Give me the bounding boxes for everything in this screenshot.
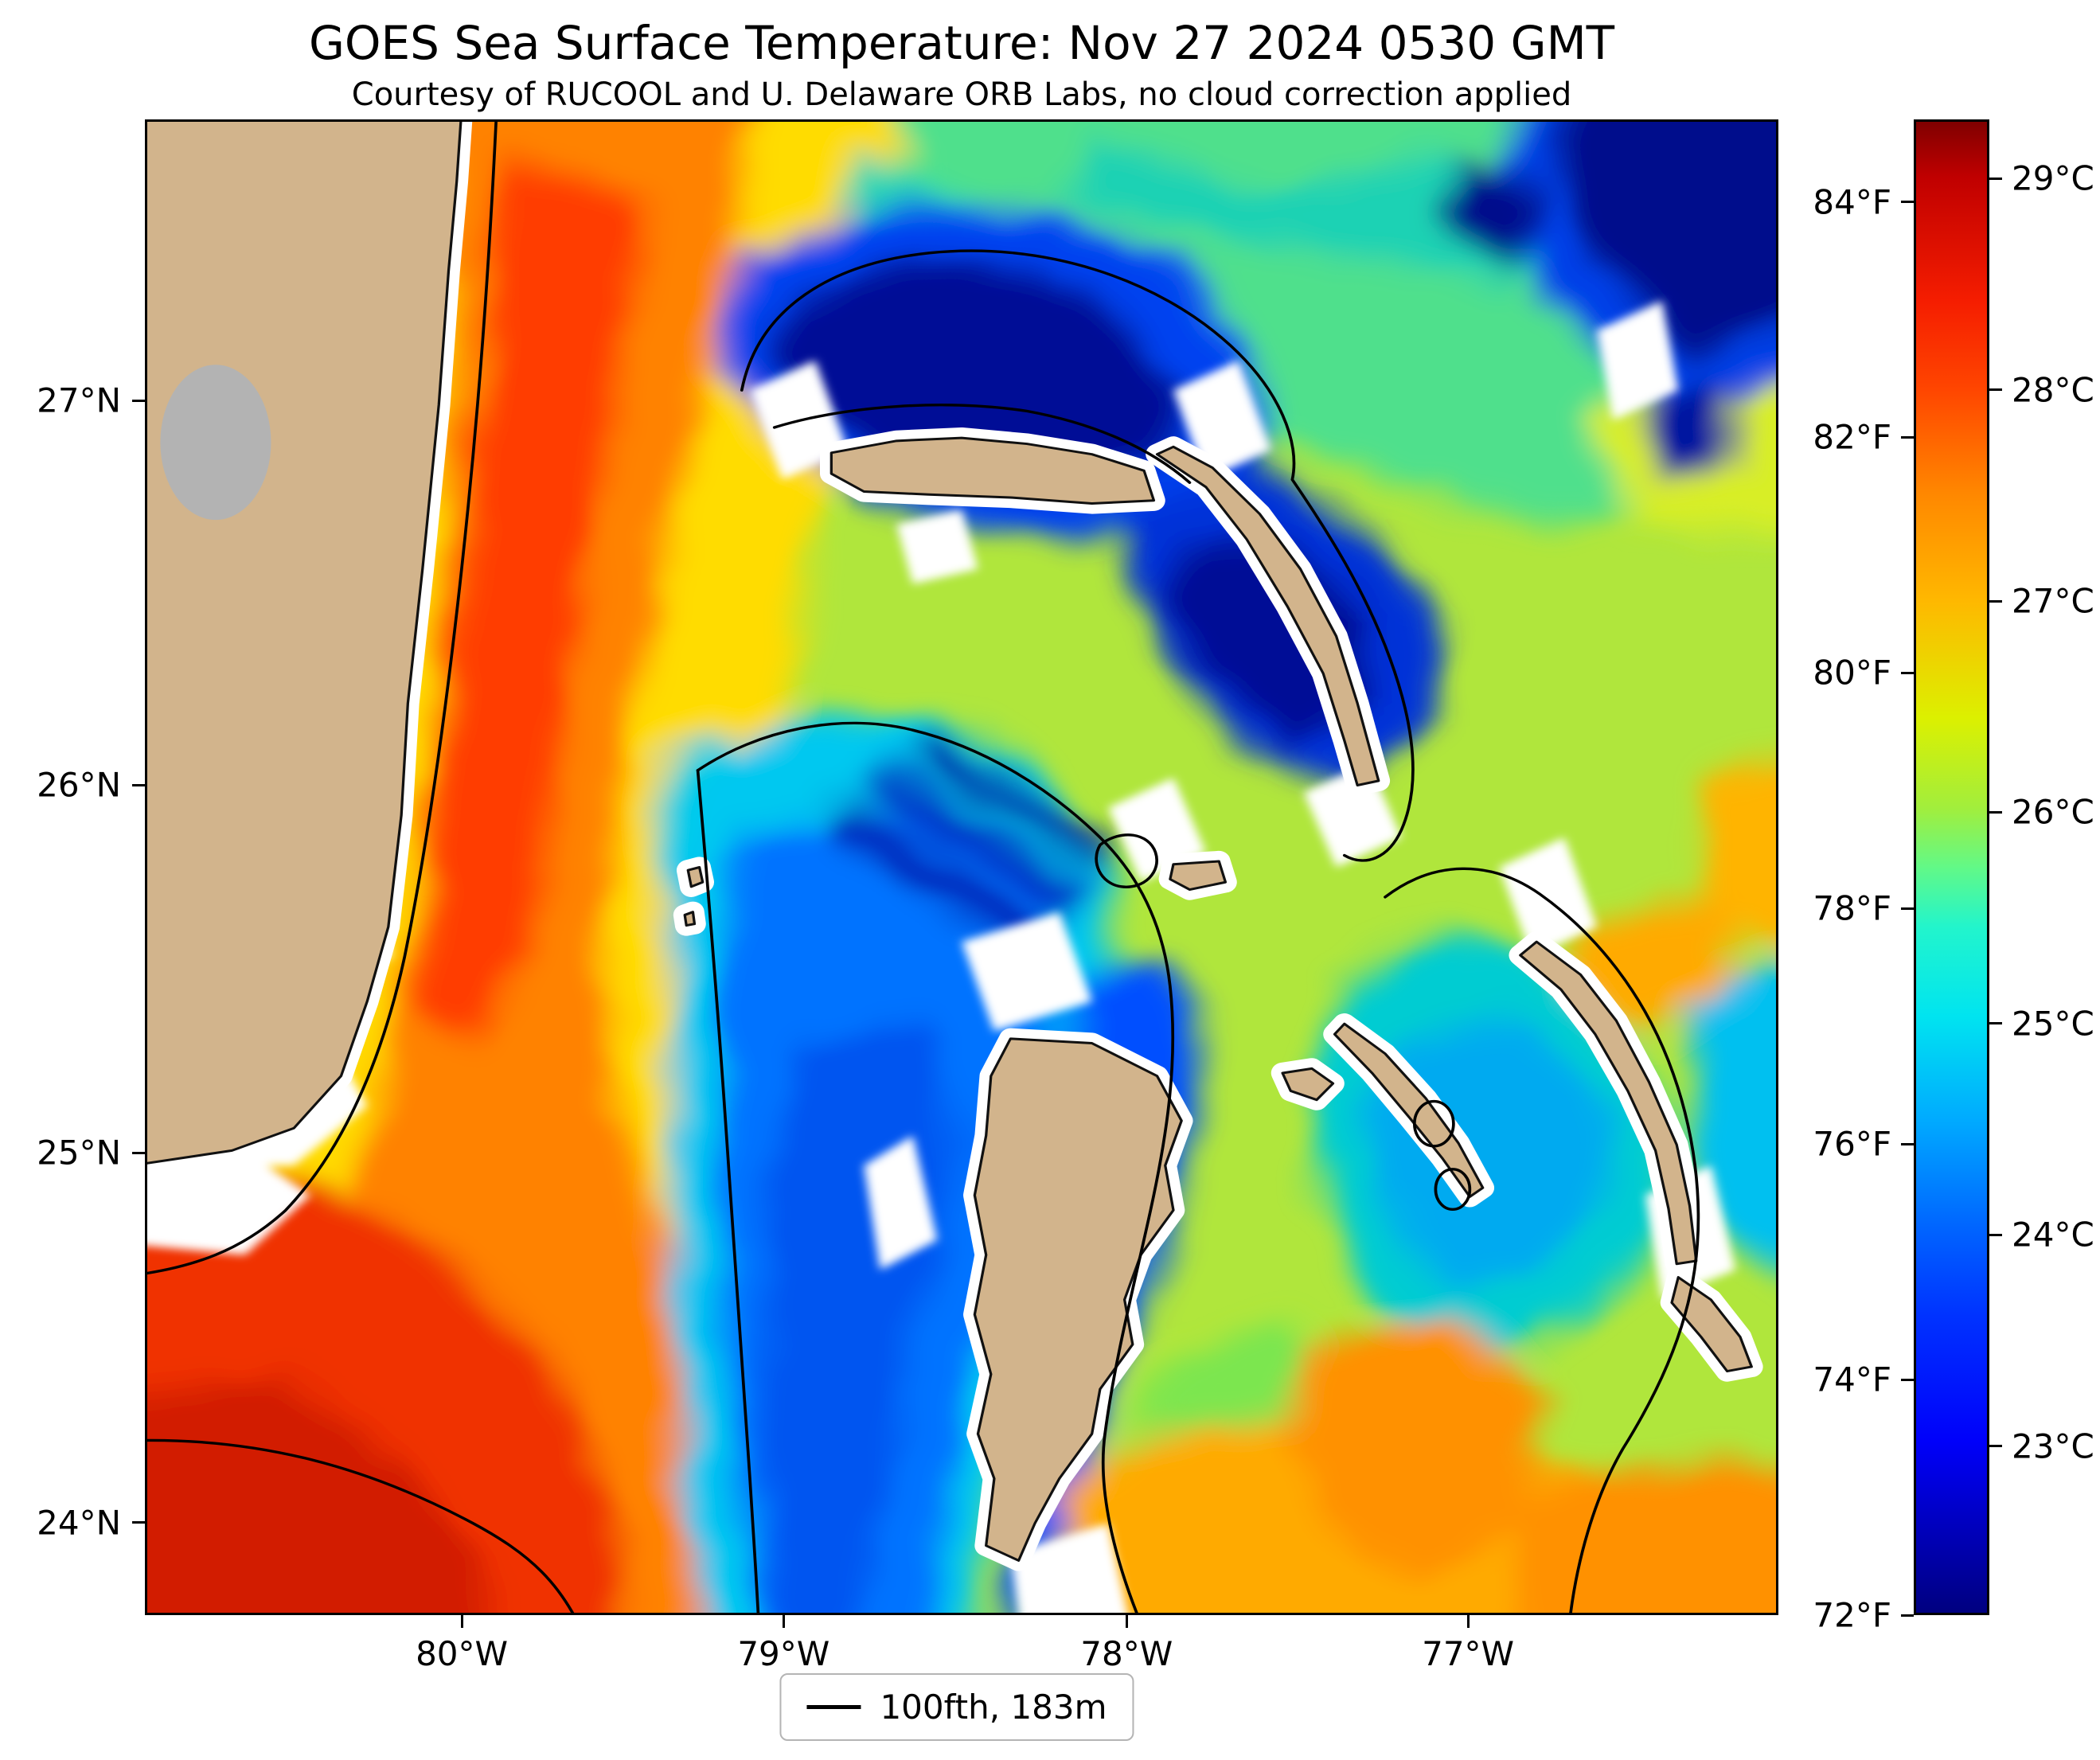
colorbar-label-f: 76°F	[1813, 1124, 1891, 1164]
cloud-patch-14	[896, 509, 978, 584]
colorbar-label-f: 78°F	[1813, 888, 1891, 928]
colorbar-tick-c	[1989, 388, 2002, 392]
x-tick-label: 78°W	[1080, 1634, 1173, 1673]
x-tick-label: 77°W	[1422, 1634, 1515, 1673]
sst-region-lbb-navy-core	[766, 256, 1190, 487]
figure-subtitle: Courtesy of RUCOOL and U. Delaware ORB L…	[351, 76, 1572, 113]
colorbar-label-c: 23°C	[2012, 1426, 2094, 1466]
land-andros	[973, 1037, 1183, 1562]
legend: 100fth, 183m	[779, 1673, 1134, 1741]
contour-florida-shelf	[147, 122, 498, 1275]
land-eleuthera	[1519, 940, 1698, 1266]
contour-great-bahama-bank-east	[696, 721, 1175, 1613]
sst-region-right-edge-orange-1	[1694, 763, 1776, 944]
x-tick-label: 80°W	[416, 1634, 509, 1673]
sst-region-orange-br-core	[1287, 1314, 1548, 1583]
colorbar-tick-c	[1989, 810, 2002, 814]
sst-region-exuma-sound-blue	[1368, 1016, 1614, 1285]
colorbar-label-f: 74°F	[1813, 1360, 1891, 1399]
contour-exuma-sound-edge	[1384, 867, 1700, 1613]
colorbar-tick-f	[1901, 907, 1914, 910]
y-tick-label: 25°N	[37, 1133, 121, 1173]
sst-region-deep-red-southwest	[147, 1374, 490, 1613]
colorbar-tick-f	[1901, 671, 1914, 674]
isobath-line-sample	[806, 1705, 861, 1709]
cloud-patch-6	[962, 911, 1092, 1032]
colorbar	[1914, 119, 1989, 1615]
y-tick-label: 27°N	[37, 380, 121, 420]
sst-region-toto-streak-3	[912, 732, 1109, 875]
land-bimini	[686, 866, 705, 888]
sst-region-toto-streak-1	[823, 792, 1060, 972]
land-layer	[147, 122, 1763, 1571]
cloud-patch-8	[1010, 1523, 1128, 1613]
x-axis-tick	[1125, 1615, 1128, 1628]
y-axis-tick	[132, 399, 145, 402]
contour-great-bahama-bank-west	[696, 769, 760, 1613]
x-axis-tick	[1466, 1615, 1470, 1628]
colorbar-label-f: 80°F	[1813, 653, 1891, 693]
sst-region-toto-streak-2	[864, 755, 1092, 927]
sst-region-gulf-stream-orange	[310, 122, 803, 1613]
legend-label: 100fth, 183m	[880, 1688, 1107, 1727]
y-tick-label: 26°N	[37, 765, 121, 805]
y-axis-tick	[132, 783, 145, 786]
map-plot	[145, 119, 1778, 1615]
cloud-patch-7	[864, 1135, 938, 1270]
colorbar-tick-f	[1901, 435, 1914, 439]
sst-region-orange-br-edge	[1515, 1463, 1776, 1613]
y-axis-tick	[132, 1151, 145, 1154]
colorbar-tick-c	[1989, 599, 2002, 603]
contour-toto-loop	[1095, 833, 1158, 888]
colorbar-label-c: 28°C	[2012, 370, 2094, 410]
cloud-patch-10	[1499, 837, 1597, 957]
sst-region-ne-navy-2	[1434, 151, 1548, 271]
sst-region-ne-navy-1	[1548, 122, 1776, 361]
contour-keys-shelf	[147, 1438, 575, 1613]
sst-region-gulf-stream-red	[416, 151, 653, 1047]
colorbar-gradient	[1916, 122, 1987, 1613]
land-cat-island	[1670, 1276, 1753, 1373]
sst-region-ne-navy-3	[1645, 375, 1744, 480]
colorbar-label-f: 82°F	[1813, 417, 1891, 457]
colorbar-label-c: 29°C	[2012, 158, 2094, 198]
contour-small-loop-a	[1412, 1099, 1455, 1148]
figure-title: GOES Sea Surface Temperature: Nov 27 202…	[308, 16, 1615, 70]
colorbar-label-c: 26°C	[2012, 792, 2094, 832]
contour-lbb-inner	[772, 404, 1192, 484]
land-grand-bahama	[829, 436, 1156, 505]
cloud-patch-13	[1596, 300, 1679, 420]
colorbar-tick-f	[1901, 201, 1914, 204]
colorbar-tick-c	[1989, 1022, 2002, 1025]
contour-small-loop-b	[1434, 1168, 1472, 1212]
contour-little-bahama-bank	[740, 249, 1415, 862]
colorbar-label-c: 24°C	[2012, 1215, 2094, 1255]
land-bimini-south	[683, 911, 697, 927]
cloud-patch-4	[147, 1150, 310, 1255]
y-tick-label: 24°N	[37, 1503, 121, 1542]
x-tick-label: 79°W	[737, 1634, 830, 1673]
colorbar-tick-c	[1989, 1233, 2002, 1236]
colorbar-label-f: 72°F	[1813, 1595, 1891, 1635]
land-abaco	[1155, 445, 1380, 786]
lake-okeechobee	[160, 365, 271, 521]
x-axis-tick	[460, 1615, 463, 1628]
colorbar-label-c: 27°C	[2012, 581, 2094, 621]
colorbar-tick-f	[1901, 1378, 1914, 1381]
x-axis-tick	[782, 1615, 785, 1628]
y-axis-tick	[132, 1521, 145, 1524]
colorbar-tick-f	[1901, 1614, 1914, 1617]
colorbar-label-f: 84°F	[1813, 182, 1891, 222]
land-berry-islands	[1281, 1067, 1335, 1102]
sst-map-svg	[147, 122, 1776, 1613]
isobath-contour-layer	[147, 122, 1700, 1613]
land-new-providence	[1169, 860, 1228, 892]
colorbar-label-c: 25°C	[2012, 1004, 2094, 1044]
colorbar-tick-f	[1901, 1142, 1914, 1145]
colorbar-tick-c	[1989, 1445, 2002, 1448]
colorbar-tick-c	[1989, 177, 2002, 180]
